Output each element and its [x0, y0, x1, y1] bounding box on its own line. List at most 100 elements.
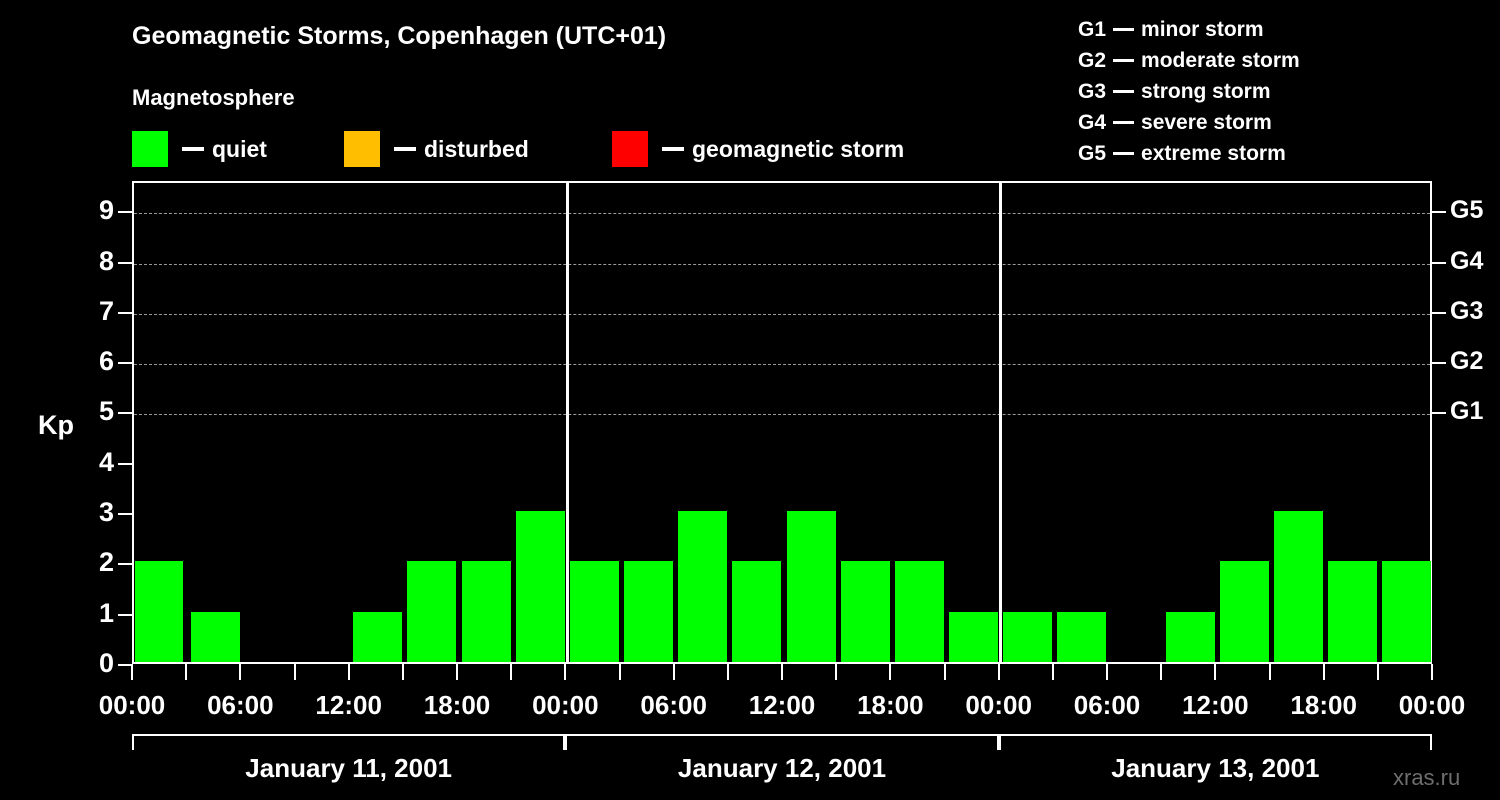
g-tick-mark-g1: [1432, 412, 1446, 415]
y-tick-mark-1: [118, 613, 132, 616]
g-legend-row-g5: G5 extreme storm: [1078, 138, 1300, 169]
chart-subtitle: Magnetosphere: [132, 85, 295, 110]
bar[interactable]: [190, 611, 240, 662]
x-tick-mark: [672, 664, 675, 680]
x-tick-mark: [293, 664, 296, 680]
g-scale-legend: G1 minor storm G2 moderate storm G3 strong st…: [1078, 14, 1300, 169]
g-legend-code: G2: [1078, 48, 1107, 72]
bar[interactable]: [1274, 511, 1324, 662]
x-tick-label: 00:00: [965, 690, 1032, 720]
bar[interactable]: [1165, 611, 1215, 662]
legend-entry-disturbed[interactable]: disturbed: [344, 131, 529, 167]
g-tick-mark-g2: [1432, 362, 1446, 365]
plot-frame: [132, 181, 1432, 664]
date-bracket: [565, 734, 999, 750]
legend-dash-icon: [182, 147, 204, 151]
x-tick-mark: [1160, 664, 1163, 680]
x-tick-mark: [239, 664, 242, 680]
bar[interactable]: [678, 511, 728, 662]
g-tick-label-g3: G3: [1450, 296, 1484, 325]
y-tick-label-3: 3: [98, 497, 114, 528]
amber-square-icon: [344, 131, 380, 167]
bar[interactable]: [353, 611, 403, 662]
bar[interactable]: [624, 561, 674, 662]
page-title: Geomagnetic Storms, Copenhagen (UTC+01): [132, 22, 667, 50]
bar[interactable]: [840, 561, 890, 662]
y-tick-mark-7: [118, 311, 132, 314]
bar[interactable]: [1003, 611, 1053, 662]
g-legend-code: G1: [1078, 17, 1107, 41]
bar[interactable]: [894, 561, 944, 662]
x-tick-mark: [564, 664, 567, 680]
date-bracket: [132, 734, 566, 750]
x-tick-mark: [1376, 664, 1379, 680]
bar[interactable]: [135, 561, 184, 662]
x-tick-label: 06:00: [1073, 690, 1141, 720]
y-tick-label-9: 9: [98, 195, 114, 226]
x-tick-label: 18:00: [423, 690, 491, 720]
green-square-icon: [132, 131, 168, 167]
y-tick-label-2: 2: [98, 547, 114, 578]
g-legend-dash-icon: [1113, 90, 1135, 93]
y-tick-label-7: 7: [98, 295, 114, 326]
g-legend-code: G4: [1078, 110, 1107, 134]
g-legend-dash-icon: [1113, 59, 1135, 62]
y-tick-mark-5: [118, 412, 132, 415]
bar[interactable]: [786, 511, 836, 662]
x-tick-mark: [1106, 664, 1108, 680]
bar[interactable]: [732, 561, 782, 662]
bar[interactable]: [1219, 561, 1269, 662]
x-tick-mark: [781, 664, 783, 680]
g-tick-mark-g4: [1432, 261, 1446, 264]
legend-dash-icon: [394, 147, 416, 151]
x-tick-label: 00:00: [532, 690, 599, 720]
legend-entry-quiet[interactable]: quiet: [132, 131, 267, 167]
date-label: January 13, 2001: [1111, 753, 1320, 783]
red-square-icon: [612, 131, 648, 167]
x-tick-mark: [943, 664, 946, 680]
x-tick-label: 00:00: [98, 690, 166, 720]
g-tick-mark-g3: [1432, 311, 1446, 314]
legend-label: disturbed: [424, 135, 529, 162]
gridline-kp-7: [134, 313, 1430, 315]
x-tick-mark: [510, 664, 513, 680]
g-tick-label-g2: G2: [1450, 347, 1484, 376]
bar[interactable]: [569, 561, 619, 662]
bar[interactable]: [949, 611, 999, 662]
x-tick-label: 00:00: [1398, 690, 1466, 720]
g-legend-dash-icon: [1113, 28, 1135, 31]
day-divider: [565, 183, 569, 662]
y-tick-mark-2: [118, 563, 132, 566]
y-tick-label-8: 8: [98, 245, 114, 276]
y-tick-label-5: 5: [98, 396, 114, 427]
y-tick-label-4: 4: [98, 446, 114, 477]
y-tick-mark-3: [118, 513, 132, 516]
x-tick-mark: [456, 664, 458, 680]
x-tick-mark: [1268, 664, 1271, 680]
g-legend-row-g3: G3 strong storm: [1078, 76, 1300, 107]
legend-entry-geomagnetic-storm[interactable]: geomagnetic storm: [612, 131, 904, 167]
plot-area: [134, 183, 1432, 662]
gridline-kp-9: [134, 213, 1430, 215]
bar[interactable]: [1382, 561, 1432, 662]
bar[interactable]: [515, 511, 565, 662]
x-tick-mark: [185, 664, 188, 680]
legend-label: geomagnetic storm: [692, 135, 905, 162]
g-tick-label-g5: G5: [1450, 196, 1484, 225]
g-legend-description: strong storm: [1141, 79, 1271, 103]
bar[interactable]: [1328, 561, 1378, 662]
g-legend-description: moderate storm: [1141, 48, 1300, 72]
watermark: xras.ru: [1393, 765, 1461, 790]
y-tick-mark-9: [118, 211, 132, 214]
bar[interactable]: [1057, 611, 1107, 662]
x-tick-mark: [131, 664, 133, 680]
g-legend-description: severe storm: [1141, 110, 1272, 134]
y-tick-mark-6: [118, 362, 132, 365]
x-tick-mark: [401, 664, 404, 680]
y-tick-mark-0: [118, 664, 132, 666]
x-tick-mark: [835, 664, 838, 680]
date-bracket: [998, 734, 1432, 750]
legend-dash-icon: [662, 147, 684, 151]
bar[interactable]: [407, 561, 457, 662]
bar[interactable]: [461, 561, 511, 662]
